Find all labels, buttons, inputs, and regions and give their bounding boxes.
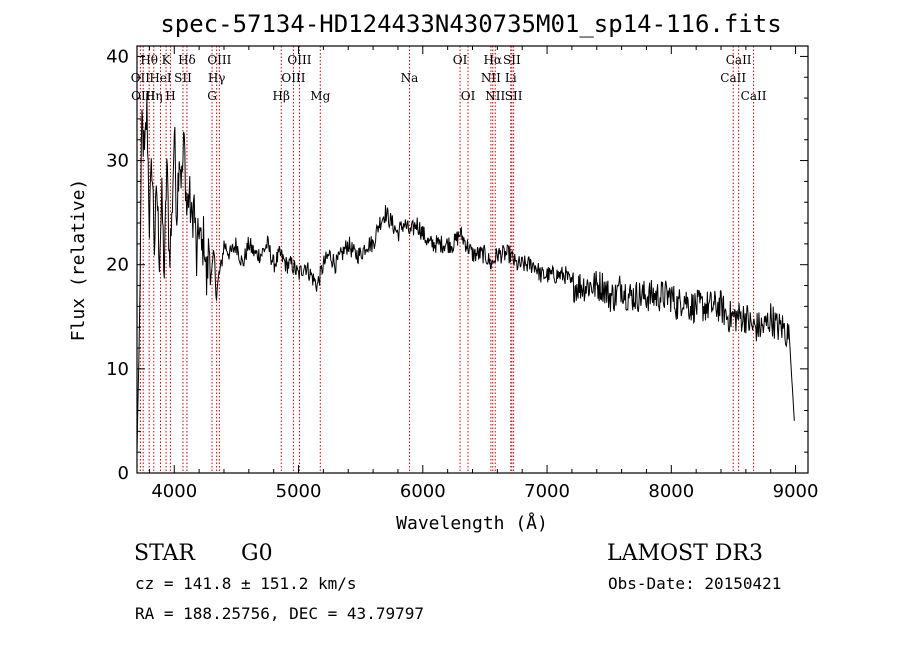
spectral-line-label: OIII	[207, 53, 231, 67]
coordinates: RA = 188.25756, DEC = 43.79797	[135, 604, 424, 623]
x-tick-label: 6000	[400, 481, 446, 502]
spectrum-series	[136, 93, 795, 453]
spectral-line-labels: OIIHθOIIIHηHeIKHSIIHδGHγOIIIHβOIIIOIIIMg…	[131, 53, 767, 103]
x-tick-label: 8000	[648, 481, 694, 502]
spectrum-line	[136, 93, 795, 453]
spectral-line-label: H	[165, 89, 175, 103]
spectral-line-label: Hδ	[178, 53, 196, 67]
spectral-line-label: CaII	[720, 71, 746, 85]
spectral-line-label: Hθ	[140, 53, 158, 67]
y-tick-label: 20	[106, 255, 129, 276]
spectral-line-label: K	[162, 53, 172, 67]
spectral-line-label: SII	[174, 71, 192, 85]
spectral-line-label: OI	[453, 53, 468, 67]
object-subclass: G0	[241, 541, 273, 566]
y-tick-label: 30	[106, 151, 129, 172]
axis-ticks: 4000 5000 6000 7000 8000 9000 0 10 20 30 40	[106, 46, 818, 502]
spectral-line-label: Hβ	[273, 89, 290, 103]
y-tick-label: 10	[106, 359, 129, 380]
y-axis-label: Flux (relative)	[68, 179, 89, 342]
spectral-line-label: OII	[131, 71, 151, 85]
spectral-line-label: CaII	[726, 53, 752, 67]
x-tick-label: 5000	[276, 481, 322, 502]
spectral-line-label: SII	[503, 53, 521, 67]
spectral-line-label: Hγ	[208, 71, 226, 85]
spectral-line-label: CaII	[741, 89, 767, 103]
x-tick-label: 4000	[151, 481, 197, 502]
spectral-line-label: Mg	[310, 89, 330, 103]
x-tick-label: 9000	[773, 481, 819, 502]
spectral-line-label: OIII	[287, 53, 311, 67]
y-tick-label: 40	[106, 46, 129, 67]
survey-name: LAMOST DR3	[607, 541, 763, 566]
spectral-line-label: G	[207, 89, 217, 103]
x-tick-label: 7000	[524, 481, 570, 502]
spectral-line-label: NII	[481, 71, 501, 85]
redshift-velocity: cz = 141.8 ± 151.2 km/s	[135, 574, 357, 593]
object-class: STAR	[134, 541, 196, 566]
chart-title: spec-57134-HD124433N430735M01_sp14-116.f…	[160, 10, 781, 38]
spectral-line-label: Hη	[145, 89, 163, 103]
x-axis-label: Wavelength (Å)	[396, 512, 548, 534]
spectral-line-label: Li	[505, 71, 517, 85]
spectral-line-label: SII	[505, 89, 523, 103]
spectral-line-label: OIII	[281, 71, 305, 85]
y-tick-label: 0	[118, 463, 129, 484]
spectral-line-label: HeI	[149, 71, 172, 85]
observation-date: Obs-Date: 20150421	[608, 574, 781, 593]
spectral-line-label: Na	[401, 71, 419, 85]
spectral-line-markers	[139, 46, 755, 473]
spectral-line-label: OI	[461, 89, 476, 103]
spectral-line-label: Hα	[483, 53, 502, 67]
spectral-line-label: NII	[485, 89, 505, 103]
